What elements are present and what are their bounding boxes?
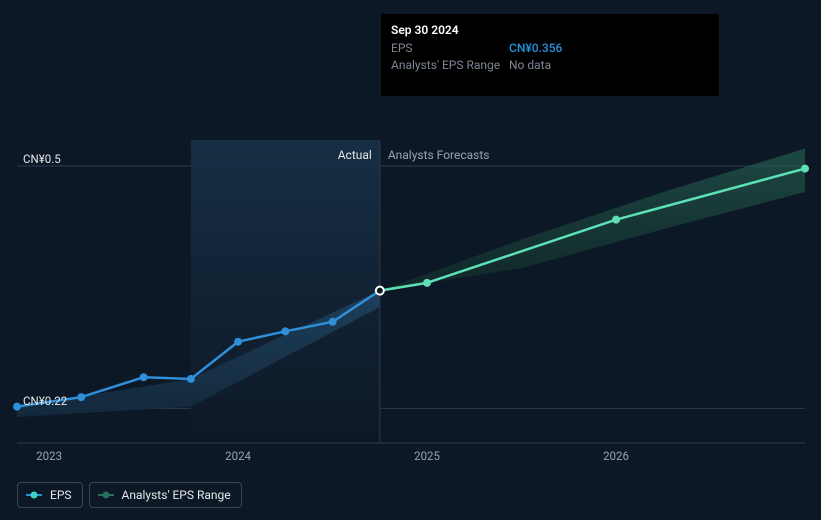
chart-root: CN¥0.5 CN¥0.22 2023 2024 2025 2026 Actual An… — [0, 0, 821, 520]
tooltip-row: EPSCN¥0.356 — [391, 40, 709, 57]
tooltip: Sep 30 2024 EPSCN¥0.356Analysts' EPS Ran… — [381, 14, 719, 96]
x-tick-label: 2026 — [603, 449, 629, 463]
x-tick-label: 2025 — [414, 449, 440, 463]
x-tick-label: 2023 — [36, 449, 62, 463]
legend-swatch-icon — [98, 490, 114, 500]
section-label-forecasts: Analysts Forecasts — [388, 148, 490, 162]
y-tick-label: CN¥0.22 — [23, 394, 67, 408]
section-label-actual: Actual — [338, 148, 372, 162]
tooltip-value: CN¥0.356 — [509, 40, 562, 57]
legend-label: EPS — [50, 488, 72, 502]
y-tick-label: CN¥0.5 — [23, 152, 61, 166]
legend: EPS Analysts' EPS Range — [17, 482, 242, 508]
legend-swatch-icon — [26, 490, 42, 500]
x-tick-label: 2024 — [225, 449, 251, 463]
tooltip-row: Analysts' EPS RangeNo data — [391, 57, 709, 74]
tooltip-key: EPS — [391, 40, 509, 57]
tooltip-title: Sep 30 2024 — [391, 22, 709, 39]
legend-label: Analysts' EPS Range — [122, 488, 231, 502]
tooltip-key: Analysts' EPS Range — [391, 57, 509, 74]
legend-item[interactable]: Analysts' EPS Range — [89, 482, 242, 508]
tooltip-value: No data — [509, 57, 551, 74]
legend-item[interactable]: EPS — [17, 482, 83, 508]
